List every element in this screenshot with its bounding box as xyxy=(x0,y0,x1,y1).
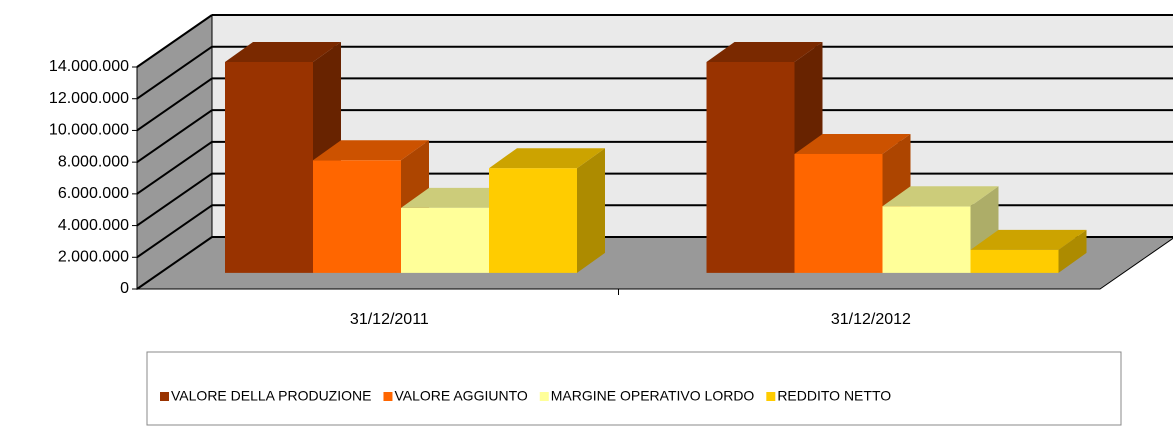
grid-line xyxy=(136,236,213,290)
grid-line xyxy=(136,141,213,195)
bar xyxy=(706,61,795,273)
legend-swatch xyxy=(383,392,393,401)
y-tick-label: 12.000.000 xyxy=(49,90,129,107)
bar-side xyxy=(577,148,605,273)
bar xyxy=(489,168,577,273)
bar xyxy=(970,249,1059,273)
grid-line xyxy=(136,109,213,163)
grid-line xyxy=(136,77,213,132)
y-tick-label: 6.000.000 xyxy=(58,185,129,202)
bar-side xyxy=(1058,229,1087,273)
bar-top xyxy=(401,187,517,208)
grid-line xyxy=(136,172,213,227)
legend-label: VALORE AGGIUNTO xyxy=(394,388,527,404)
x-tick-label: 31/12/2012 xyxy=(831,311,911,328)
grid-line xyxy=(136,204,213,259)
legend-label: MARGINE OPERATIVO LORDO xyxy=(551,388,755,404)
bar xyxy=(225,61,313,273)
bar xyxy=(882,206,971,273)
legend-label: REDDITO NETTO xyxy=(777,388,891,404)
bar-top xyxy=(313,140,429,161)
y-tick-label: 10.000.000 xyxy=(49,122,129,139)
x-tick-label: 31/12/2011 xyxy=(350,311,429,328)
legend-swatch xyxy=(160,392,169,401)
legend-box xyxy=(146,351,1122,426)
y-tick-label: 4.000.000 xyxy=(58,217,129,234)
legend-label: VALORE DELLA PRODUZIONE xyxy=(171,388,371,404)
y-tick-label: 14.000.000 xyxy=(49,58,129,75)
bar-top xyxy=(225,41,341,62)
bar xyxy=(313,160,401,273)
grid-line xyxy=(136,45,213,100)
legend-swatch xyxy=(539,392,549,401)
bar-top xyxy=(794,133,911,154)
bar-top xyxy=(706,41,823,62)
bar-top xyxy=(970,229,1087,250)
bar-top xyxy=(489,148,605,169)
legend-swatch xyxy=(766,392,776,401)
bar xyxy=(401,207,489,273)
bar xyxy=(794,153,883,273)
grid-line xyxy=(136,14,213,68)
y-tick-label: 8.000.000 xyxy=(58,153,129,170)
y-tick-label: 2.000.000 xyxy=(58,249,129,266)
y-tick-label: 0 xyxy=(120,280,129,297)
bar-top xyxy=(882,186,999,207)
